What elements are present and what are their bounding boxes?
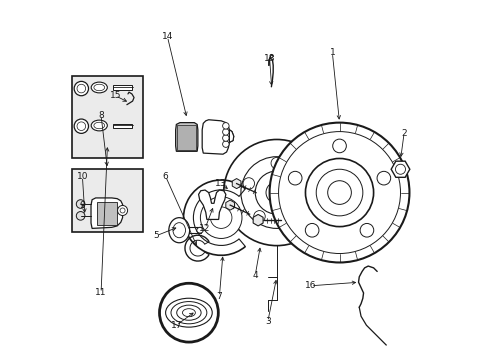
Circle shape <box>120 208 125 213</box>
Text: 18: 18 <box>264 54 275 63</box>
Circle shape <box>222 141 228 147</box>
Polygon shape <box>177 125 196 149</box>
Text: 8: 8 <box>98 111 104 120</box>
Text: 9: 9 <box>80 201 85 210</box>
Text: 11: 11 <box>95 288 106 297</box>
Text: 7: 7 <box>216 292 222 301</box>
Bar <box>112 124 132 128</box>
Circle shape <box>298 178 310 189</box>
Circle shape <box>359 224 373 237</box>
Circle shape <box>376 171 390 185</box>
Text: 10: 10 <box>77 172 88 181</box>
Circle shape <box>305 158 373 226</box>
FancyBboxPatch shape <box>72 76 143 158</box>
Circle shape <box>77 84 85 93</box>
Text: 13: 13 <box>215 179 226 188</box>
Ellipse shape <box>196 227 203 233</box>
Text: 3: 3 <box>264 317 270 326</box>
Polygon shape <box>390 161 409 177</box>
Polygon shape <box>175 123 198 151</box>
Circle shape <box>270 157 282 169</box>
Circle shape <box>76 200 85 208</box>
Bar <box>112 85 132 90</box>
Circle shape <box>74 119 88 134</box>
Text: 5: 5 <box>153 231 159 240</box>
Circle shape <box>222 129 228 135</box>
Text: 14: 14 <box>162 32 173 41</box>
Circle shape <box>288 171 302 185</box>
Polygon shape <box>202 120 233 154</box>
Polygon shape <box>225 200 234 210</box>
Circle shape <box>255 171 298 214</box>
Circle shape <box>288 211 299 222</box>
Ellipse shape <box>173 223 185 238</box>
Ellipse shape <box>94 84 104 91</box>
Circle shape <box>316 169 362 216</box>
Circle shape <box>269 123 408 262</box>
Ellipse shape <box>91 120 107 131</box>
Bar <box>97 202 117 225</box>
Circle shape <box>222 123 228 129</box>
Text: 2: 2 <box>401 129 406 138</box>
Text: 4: 4 <box>252 270 258 279</box>
Circle shape <box>117 206 127 216</box>
Circle shape <box>159 283 218 342</box>
Text: 6: 6 <box>163 172 168 181</box>
Text: 17: 17 <box>170 321 182 330</box>
Text: 12: 12 <box>199 224 210 233</box>
Polygon shape <box>198 190 225 220</box>
Text: 16: 16 <box>305 281 316 290</box>
Circle shape <box>241 157 312 228</box>
Circle shape <box>253 211 264 222</box>
Circle shape <box>243 178 254 189</box>
Circle shape <box>222 135 228 141</box>
Circle shape <box>332 139 346 153</box>
Ellipse shape <box>94 122 104 129</box>
Polygon shape <box>232 179 241 189</box>
Circle shape <box>77 122 85 131</box>
Text: 1: 1 <box>329 48 335 57</box>
Circle shape <box>200 197 242 238</box>
Circle shape <box>278 132 400 253</box>
Circle shape <box>76 212 85 220</box>
Polygon shape <box>91 198 122 228</box>
Circle shape <box>74 81 88 96</box>
Circle shape <box>265 182 287 203</box>
Text: 15: 15 <box>109 91 121 100</box>
Polygon shape <box>253 215 263 226</box>
Circle shape <box>305 224 318 237</box>
Circle shape <box>395 164 405 174</box>
Ellipse shape <box>91 82 107 93</box>
Circle shape <box>210 207 231 228</box>
Polygon shape <box>229 130 233 142</box>
FancyBboxPatch shape <box>72 169 143 232</box>
Circle shape <box>223 139 329 246</box>
Ellipse shape <box>168 218 189 243</box>
Circle shape <box>327 181 351 204</box>
